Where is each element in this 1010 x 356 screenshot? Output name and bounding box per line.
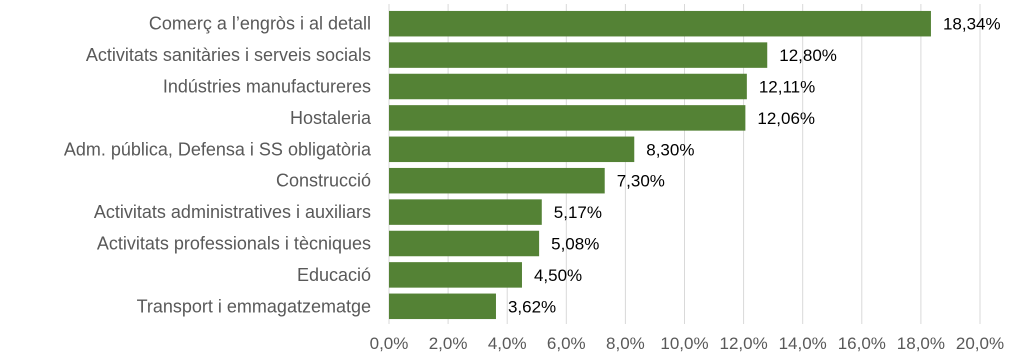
category-label: Activitats administratives i auxiliars: [94, 202, 371, 222]
data-label: 5,17%: [554, 203, 602, 222]
x-tick-label: 4,0%: [488, 334, 527, 353]
x-tick-label: 18,0%: [897, 334, 945, 353]
bar: [389, 73, 747, 100]
x-tick-label: 10,0%: [660, 334, 708, 353]
data-label: 12,80%: [779, 46, 837, 65]
bar: [389, 167, 605, 194]
x-tick-label: 14,0%: [779, 334, 827, 353]
x-tick-label: 6,0%: [547, 334, 586, 353]
data-label: 8,30%: [646, 140, 694, 159]
data-label: 4,50%: [534, 266, 582, 285]
data-label: 7,30%: [617, 172, 665, 191]
bar: [389, 105, 746, 131]
data-label: 12,11%: [759, 78, 815, 97]
x-tick-label: 20,0%: [956, 334, 1004, 353]
x-tick-label: 16,0%: [838, 334, 886, 353]
category-label: Hostaleria: [290, 108, 372, 128]
bar: [389, 230, 540, 257]
bar: [389, 199, 542, 225]
data-label: 18,34%: [943, 15, 1001, 34]
category-label: Educació: [297, 265, 371, 285]
bar: [389, 10, 931, 37]
category-labels: Comerç a l’engròs i al detall Activitats …: [64, 14, 372, 317]
category-label: Comerç a l’engròs i al detall: [149, 14, 371, 34]
value-labels: 18,34% 12,80% 12,11% 12,06% 8,30% 7,30% 5,17% 5…: [508, 15, 1001, 317]
x-tick-label: 12,0%: [719, 334, 767, 353]
data-label: 12,06%: [757, 109, 815, 128]
category-label: Adm. pública, Defensa i SS obligatòria: [64, 139, 372, 159]
x-axis-ticks: 0,0% 2,0% 4,0% 6,0% 8,0% 10,0% 12,0% 14,0% 16,0%…: [370, 334, 1004, 353]
category-label: Activitats sanitàries i serveis socials: [86, 45, 371, 65]
x-tick-label: 2,0%: [429, 334, 468, 353]
x-tick-label: 0,0%: [370, 334, 409, 353]
category-label: Construcció: [276, 171, 371, 191]
category-label: Indústries manufactureres: [163, 77, 371, 97]
bar: [389, 293, 496, 320]
data-label: 5,08%: [551, 235, 599, 254]
data-label: 3,62%: [508, 297, 556, 316]
x-tick-label: 8,0%: [606, 334, 645, 353]
bar: [389, 42, 768, 68]
category-label: Activitats professionals i tècniques: [97, 234, 371, 254]
category-label: Transport i emmagatzematge: [137, 296, 371, 316]
bar: [389, 262, 522, 288]
bar: [389, 136, 635, 163]
bars: [389, 10, 931, 320]
